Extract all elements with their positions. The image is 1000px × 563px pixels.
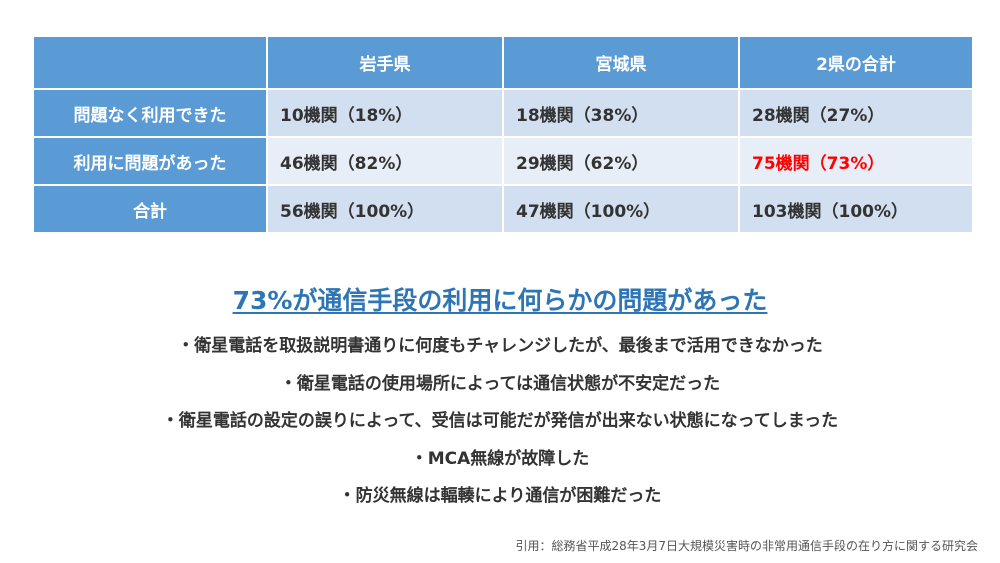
cell-miyagi-had-problem: 29機関（62%） [502, 136, 740, 186]
list-item: ・衛星電話を取扱説明書通りに何度もチャレンジしたが、最後まで活用できなかった [177, 336, 823, 356]
table-row: 合計 56機関（100%） 47機関（100%） 103機関（100%） [32, 184, 974, 234]
table-row: 利用に問題があった 46機関（82%） 29機関（62%） 75機関（73%） [32, 136, 974, 186]
list-item: ・衛星電話の使用場所によっては通信状態が不安定だった [279, 373, 721, 394]
cell-grand-total: 103機関（100%） [738, 184, 974, 234]
header-corner-cell [32, 35, 268, 90]
row-label-total: 合計 [32, 184, 268, 234]
table-header-row: 岩手県 宮城県 2県の合計 [32, 35, 974, 90]
cell-miyagi-no-problem: 18機関（38%） [502, 88, 740, 138]
cell-iwate-total: 56機関（100%） [266, 184, 504, 234]
problem-list: ・衛星電話を取扱説明書通りに何度もチャレンジしたが、最後まで活用できなかった ・… [0, 328, 1000, 516]
list-item: ・衛星電話の設定の誤りによって、受信は可能だが発信が出来ない状態になってしまった [161, 411, 839, 431]
cell-total-no-problem: 28機関（27%） [738, 88, 974, 138]
cell-iwate-had-problem: 46機関（82%） [266, 136, 504, 186]
cell-miyagi-total: 47機関（100%） [502, 184, 740, 234]
header-miyagi: 宮城県 [502, 35, 740, 90]
row-label-no-problem: 問題なく利用できた [32, 88, 268, 138]
cell-iwate-no-problem: 10機関（18%） [266, 88, 504, 138]
source-citation: 引用：総務省平成28年3月7日大規模災害時の非常用通信手段の在り方に関する研究会 [515, 539, 978, 553]
row-label-had-problem: 利用に問題があった [32, 136, 268, 186]
comparison-table: 岩手県 宮城県 2県の合計 問題なく利用できた 10機関（18%） 18機関（3… [32, 35, 974, 234]
list-item: ・防災無線は輻輳により通信が困難だった [338, 486, 662, 506]
list-item: ・MCA無線が故障した [410, 448, 590, 469]
table-row: 問題なく利用できた 10機関（18%） 18機関（38%） 28機関（27%） [32, 88, 974, 138]
cell-total-had-problem-highlight: 75機関（73%） [738, 136, 974, 186]
header-iwate: 岩手県 [266, 35, 504, 90]
header-total-two-prefectures: 2県の合計 [738, 35, 974, 90]
headline: 73%が通信手段の利用に何らかの問題があった [232, 286, 768, 315]
